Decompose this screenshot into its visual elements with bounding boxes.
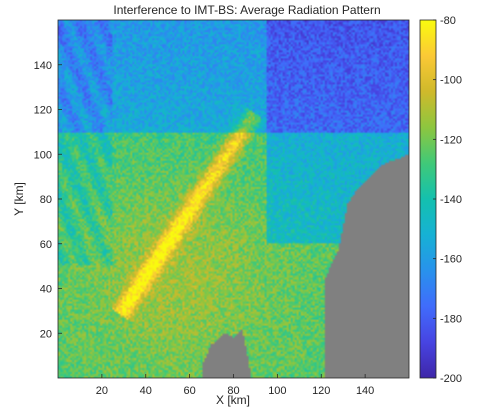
x-tick-label: 60 [184, 385, 196, 397]
y-tick-label: 80 [40, 194, 52, 206]
y-axis: 20 40 60 80 100 120 140 [34, 60, 62, 340]
colorbar-tick-label: -100 [440, 75, 462, 87]
x-tick-label: 40 [140, 385, 152, 397]
colorbar-tick-label: -200 [440, 373, 462, 385]
x-axis: 20 40 60 80 100 120 140 [96, 374, 374, 397]
colorbar-tick-label: -180 [440, 313, 462, 325]
x-tick-label: 100 [268, 385, 286, 397]
colorbar-tick-label: -140 [440, 194, 462, 206]
colorbar: -80 -100 -120 -140 -160 -180 -200 Interference… [419, 15, 483, 385]
x-tick-label: 80 [227, 385, 239, 397]
x-tick-label: 120 [312, 385, 330, 397]
y-tick-label: 20 [40, 328, 52, 340]
x-tick-label: 140 [356, 385, 374, 397]
chart-title: Interference to IMT-BS: Average Radiatio… [113, 3, 380, 17]
colorbar-ticks: -80 -100 -120 -140 -160 -180 -200 [433, 15, 462, 385]
plot-area [57, 19, 410, 379]
y-tick-label: 60 [40, 239, 52, 251]
colorbar-tick-label: -80 [440, 15, 456, 27]
x-axis-label: X [km] [216, 393, 250, 407]
colorbar-tick-label: -120 [440, 134, 462, 146]
y-tick-label: 40 [40, 284, 52, 296]
y-axis-label: Y [km] [12, 182, 26, 216]
y-tick-label: 140 [34, 60, 52, 72]
colorbar-label: Interference to IMT-BS [dBm] [470, 121, 483, 276]
x-tick-label: 20 [96, 385, 108, 397]
y-tick-label: 120 [34, 105, 52, 117]
colorbar-tick-label: -160 [440, 254, 462, 266]
y-tick-label: 100 [34, 149, 52, 161]
heatmap-image [58, 20, 409, 378]
